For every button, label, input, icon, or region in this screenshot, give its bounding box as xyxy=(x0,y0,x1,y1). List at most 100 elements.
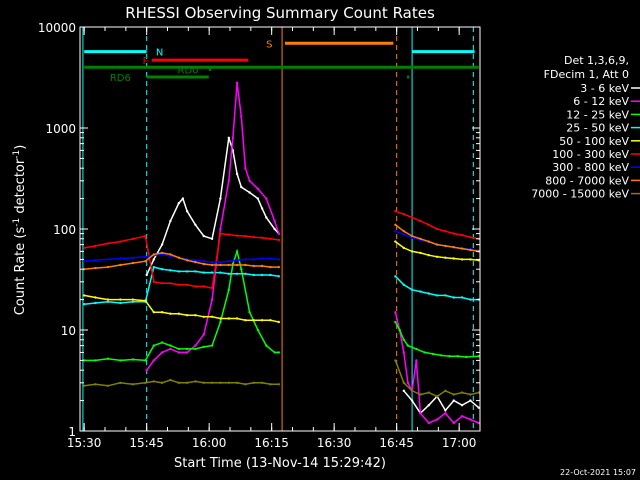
series-1-line-1 xyxy=(394,312,480,425)
series-2-point xyxy=(398,328,401,332)
series-8-point xyxy=(210,381,214,384)
series-2-point xyxy=(406,344,410,347)
series-0-point xyxy=(452,399,455,402)
series-4-point xyxy=(219,317,222,320)
series-0-point xyxy=(169,219,172,223)
x-tick-label: 15:30 xyxy=(67,436,102,450)
series-7-point xyxy=(210,263,214,267)
series-2-point xyxy=(119,359,122,362)
series-7-point xyxy=(227,263,230,267)
series-0-point xyxy=(427,404,430,407)
series-0-point xyxy=(202,234,205,238)
series-6-point xyxy=(277,258,280,261)
series-6-point xyxy=(83,260,86,263)
series-7-point xyxy=(427,240,430,243)
series-5-point xyxy=(444,230,447,233)
series-3-point xyxy=(469,298,472,301)
series-0-point xyxy=(235,172,239,176)
series-1-point xyxy=(256,187,260,190)
series-1-line-0 xyxy=(146,82,280,371)
series-7-point xyxy=(252,264,255,268)
series-8-point xyxy=(244,383,247,386)
series-7-point xyxy=(194,260,197,264)
series-5-point xyxy=(210,286,214,290)
series-2-point xyxy=(194,347,197,351)
series-7-point xyxy=(83,268,86,271)
series-8-line-0 xyxy=(84,379,279,387)
series-5-point xyxy=(194,285,197,288)
legend: Det 1,3,6,9, FDecim 1, Att 0 3 - 6 keV6 … xyxy=(531,54,640,201)
series-8-point xyxy=(160,381,164,384)
series-4-point xyxy=(160,311,164,314)
series-5-point xyxy=(94,244,97,248)
series-0-point xyxy=(194,223,197,226)
series-1-point xyxy=(244,167,247,170)
series-2-point xyxy=(131,358,135,361)
series-2-point xyxy=(448,355,451,358)
series-4-line-0 xyxy=(84,294,279,323)
series-6-point xyxy=(235,259,239,262)
series-1-point xyxy=(160,351,164,354)
series-7-point xyxy=(94,266,97,270)
series-4-point xyxy=(469,258,472,261)
series-3-point xyxy=(252,273,255,277)
series-8-point xyxy=(131,383,135,386)
legend-label-5: 100 - 300 keV xyxy=(552,148,629,161)
series-3-point xyxy=(419,290,422,293)
series-5-point xyxy=(131,237,135,240)
series-4-point xyxy=(144,299,147,302)
series-7-point xyxy=(469,248,472,252)
series-0-point xyxy=(260,207,264,210)
series-4-point xyxy=(394,240,397,243)
series-1-point xyxy=(477,421,480,425)
series-8-point xyxy=(260,381,264,384)
series-2-point xyxy=(415,347,418,351)
series-4-point xyxy=(94,296,97,299)
flag-label-4: RD0 xyxy=(178,65,199,76)
y-label-mid: detector xyxy=(13,158,28,218)
legend-label-6: 300 - 800 keV xyxy=(552,161,629,174)
series-4-point xyxy=(410,250,414,253)
series-8-point xyxy=(144,381,147,384)
series-1-point xyxy=(402,351,405,354)
y-label-sup2: -1 xyxy=(12,150,22,159)
series-8-point xyxy=(460,391,464,394)
series-4-point xyxy=(444,256,447,259)
series-6-point xyxy=(394,230,397,233)
series-8-point xyxy=(277,383,280,386)
y-tick-label: 1000 xyxy=(45,122,76,136)
series-7-point xyxy=(131,261,135,265)
series-8-point xyxy=(419,393,422,396)
legend-label-4: 50 - 100 keV xyxy=(559,135,629,148)
series-1-point xyxy=(219,227,222,231)
series-2-point xyxy=(83,359,86,362)
series-8-point xyxy=(202,381,205,384)
series-8-point xyxy=(252,381,255,384)
series-5-point xyxy=(83,246,86,250)
series-8-point xyxy=(402,381,405,384)
series-2-point xyxy=(440,354,443,357)
series-2-point xyxy=(465,355,468,359)
footer-date: 22-Oct-2021 15:07 xyxy=(560,468,636,477)
x-tick-label: 16:00 xyxy=(192,436,227,450)
series-1-point xyxy=(235,81,239,85)
y-tick-label: 100 xyxy=(53,223,76,237)
series-0-point xyxy=(160,243,164,246)
series-3-point xyxy=(210,271,214,274)
series-3-point xyxy=(219,271,222,274)
series-1-point xyxy=(248,179,251,182)
series-2-point xyxy=(219,320,222,324)
series-1-point xyxy=(435,418,439,421)
series-8-point xyxy=(177,381,180,384)
series-2-point xyxy=(248,311,251,314)
series-1-point xyxy=(177,351,180,354)
series-8-point xyxy=(452,393,455,396)
series-2-point xyxy=(240,268,243,271)
series-8-point xyxy=(219,381,222,384)
series-1-point xyxy=(185,351,189,354)
series-5-point xyxy=(394,210,397,213)
series-7-point xyxy=(160,251,164,255)
series-1-point xyxy=(194,344,197,347)
series-0-point xyxy=(460,404,464,407)
